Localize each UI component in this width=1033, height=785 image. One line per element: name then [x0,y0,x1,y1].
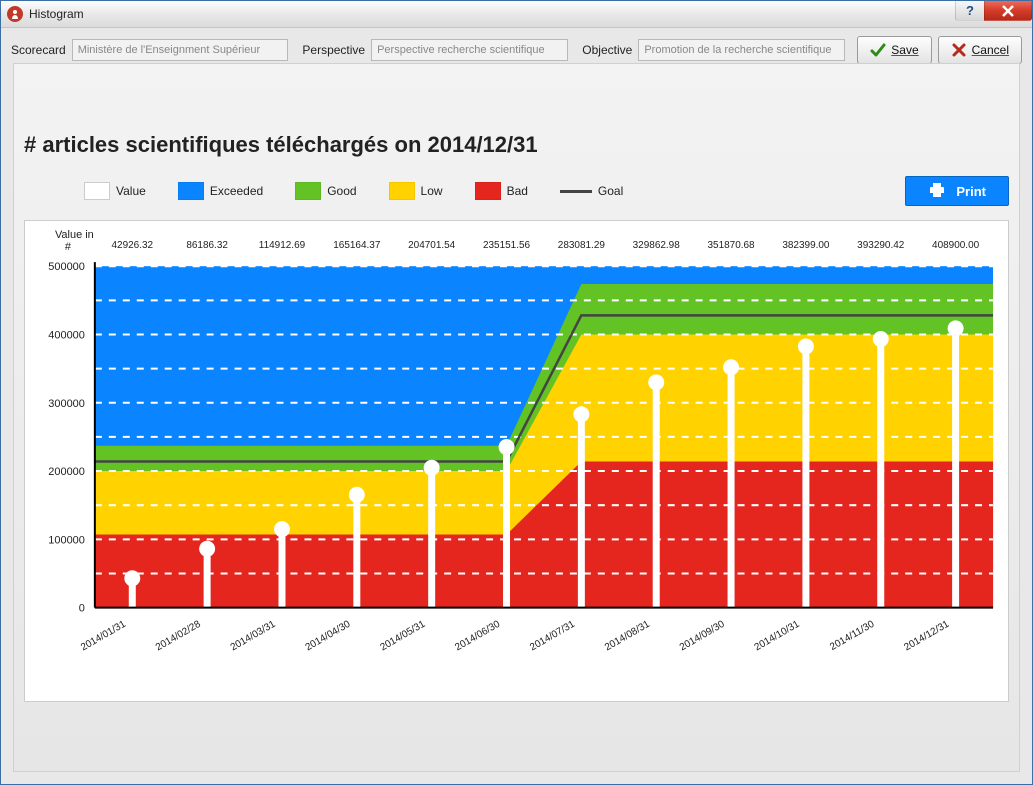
legend-bad: Bad [475,182,528,200]
swatch-good [295,182,321,200]
svg-text:100000: 100000 [48,534,85,546]
help-button[interactable]: ? [955,1,985,21]
help-icon: ? [966,3,974,18]
histogram-window: Histogram ? Scorecard Ministère de l'Ens… [0,0,1033,785]
app-icon [7,6,23,22]
svg-text:200000: 200000 [48,466,85,478]
chart-svg: 0 100000 200000 300000 400000 500000 42926.32 2… [25,221,1008,701]
svg-text:408900.00: 408900.00 [932,240,980,251]
svg-text:2014/10/31: 2014/10/31 [753,619,802,654]
svg-text:351870.68: 351870.68 [707,240,755,251]
scorecard-field[interactable]: Ministère de l'Enseignment Supérieur [72,39,289,61]
svg-text:283081.29: 283081.29 [558,240,606,251]
save-button-label: Save [891,43,918,57]
legend-low: Low [389,182,443,200]
svg-text:42926.32: 42926.32 [111,240,153,251]
legend-bad-label: Bad [507,184,528,198]
svg-text:2014/03/31: 2014/03/31 [229,619,278,654]
legend-goal: Goal [560,184,623,198]
legend-low-label: Low [421,184,443,198]
svg-text:#: # [65,241,72,253]
svg-text:300000: 300000 [48,398,85,410]
svg-text:165164.37: 165164.37 [333,240,381,251]
legend-exceeded-label: Exceeded [210,184,263,198]
close-icon [1001,4,1015,18]
svg-text:235151.56: 235151.56 [483,240,531,251]
legend-good-label: Good [327,184,356,198]
svg-text:329862.98: 329862.98 [633,240,681,251]
swatch-bad [475,182,501,200]
svg-text:0: 0 [79,603,85,615]
swatch-goal [560,190,592,193]
svg-text:2014/11/30: 2014/11/30 [828,619,876,654]
titlebar: Histogram ? [1,1,1032,28]
print-button[interactable]: Print [905,176,1009,206]
svg-text:2014/06/30: 2014/06/30 [453,619,502,654]
svg-text:393290.42: 393290.42 [857,240,905,251]
legend-value-label: Value [116,184,146,198]
cancel-button[interactable]: Cancel [938,36,1022,64]
cancel-button-label: Cancel [972,43,1009,57]
legend-row: Value Exceeded Good Low Bad Goal Print [14,176,1019,214]
svg-text:2014/09/30: 2014/09/30 [678,619,727,654]
close-button[interactable] [984,1,1032,21]
check-icon [870,42,886,58]
svg-text:2014/02/28: 2014/02/28 [154,619,203,654]
legend-exceeded: Exceeded [178,182,263,200]
swatch-value [84,182,110,200]
swatch-low [389,182,415,200]
objective-label: Objective [582,43,632,57]
svg-text:204701.54: 204701.54 [408,240,456,251]
svg-text:2014/07/31: 2014/07/31 [528,619,577,654]
svg-text:382399.00: 382399.00 [782,240,830,251]
svg-text:2014/01/31: 2014/01/31 [79,619,128,654]
svg-text:400000: 400000 [48,329,85,341]
swatch-exceeded [178,182,204,200]
window-buttons: ? [955,1,1032,27]
svg-text:Value in: Value in [55,229,94,241]
perspective-label: Perspective [302,43,365,57]
print-icon [928,181,946,202]
print-button-label: Print [956,184,986,199]
scorecard-label: Scorecard [11,43,66,57]
perspective-field[interactable]: Perspective recherche scientifique [371,39,568,61]
svg-text:114912.69: 114912.69 [259,240,306,251]
chart-title: # articles scientifiques téléchargés on … [24,132,1019,158]
legend-value: Value [84,182,146,200]
chart-area: 0 100000 200000 300000 400000 500000 42926.32 2… [24,220,1009,702]
svg-text:2014/05/31: 2014/05/31 [378,619,427,654]
save-button[interactable]: Save [857,36,931,64]
content-panel: # articles scientifiques téléchargés on … [13,63,1020,772]
legend-goal-label: Goal [598,184,623,198]
cancel-icon [951,42,967,58]
window-title: Histogram [29,7,955,21]
objective-field[interactable]: Promotion de la recherche scientifique [638,39,845,61]
svg-text:2014/12/31: 2014/12/31 [902,619,951,654]
svg-text:2014/08/31: 2014/08/31 [603,619,652,654]
svg-text:86186.32: 86186.32 [186,240,228,251]
legend-good: Good [295,182,356,200]
svg-text:2014/04/30: 2014/04/30 [304,619,353,654]
filter-toolbar: Scorecard Ministère de l'Enseignment Sup… [1,28,1032,68]
svg-text:500000: 500000 [48,261,85,273]
